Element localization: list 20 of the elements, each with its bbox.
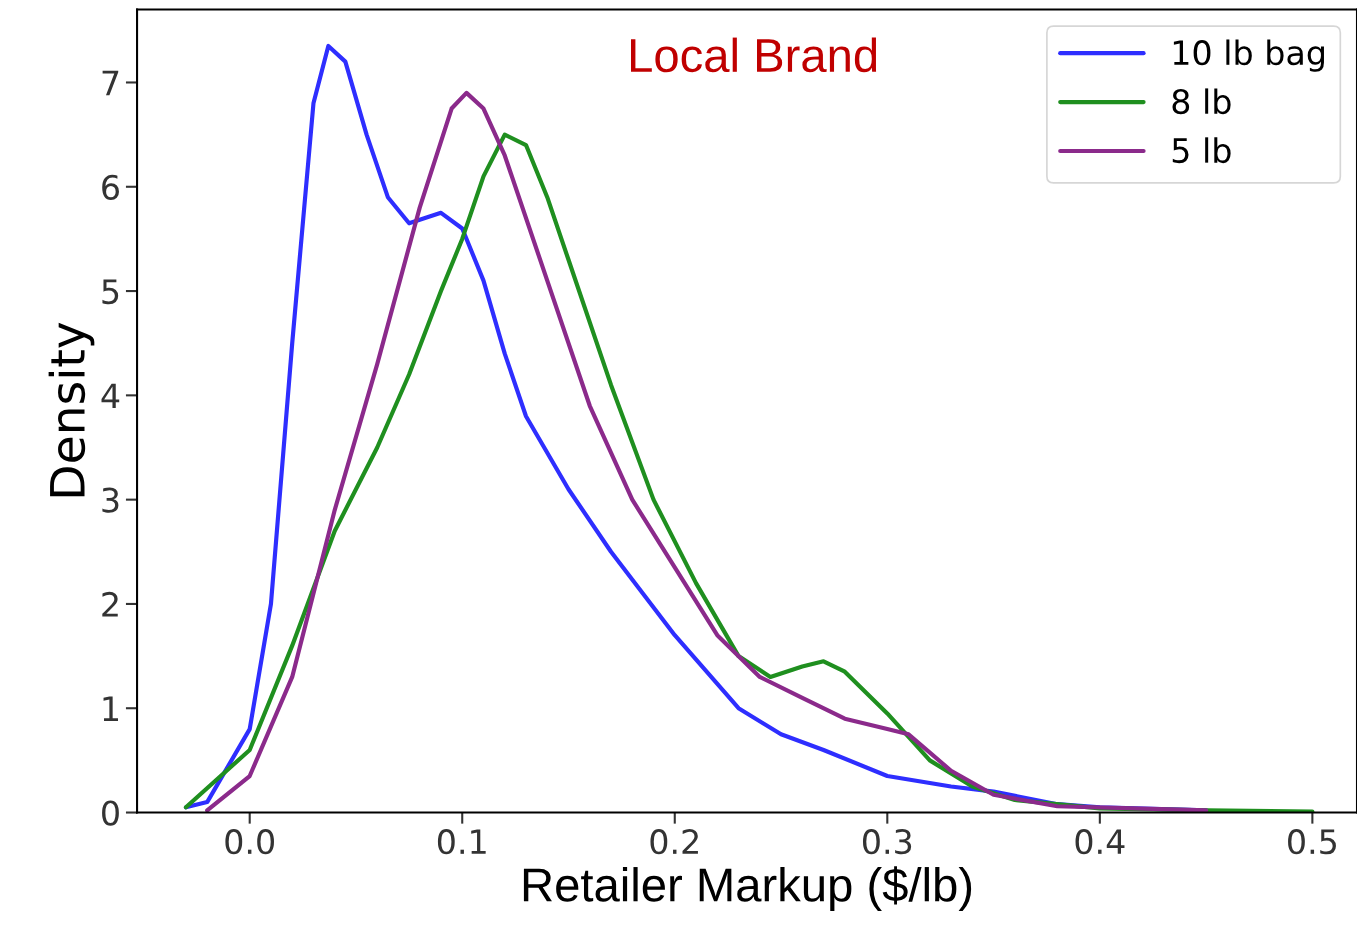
x-tick-label: 0.2 <box>650 829 698 855</box>
y-tick-label: 0 <box>102 800 119 826</box>
legend-label: 5 lb <box>1172 137 1231 164</box>
y-tick-label: 6 <box>102 174 119 200</box>
y-axis-title: Density <box>48 322 95 497</box>
y-tick-label: 3 <box>102 487 119 513</box>
x-tick-label: 0.1 <box>437 829 486 855</box>
legend-label: 8 lb <box>1172 88 1231 115</box>
x-tick-label: 0.5 <box>1288 829 1336 855</box>
legend-label: 10 lb bag <box>1173 39 1324 72</box>
x-tick-label: 0.3 <box>862 829 912 855</box>
y-tick-label: 4 <box>101 383 120 409</box>
x-tick-label: 0.4 <box>1075 829 1125 855</box>
x-axis-title: Retailer Markup ($/lb) <box>523 866 972 912</box>
y-tick-label: 1 <box>103 696 119 721</box>
y-tick-label: 5 <box>102 279 119 305</box>
chart-title: Local Brand <box>631 37 877 73</box>
x-tick-label: 0.0 <box>225 829 274 855</box>
y-tick-label: 7 <box>102 70 119 96</box>
y-tick-label: 2 <box>102 591 118 617</box>
